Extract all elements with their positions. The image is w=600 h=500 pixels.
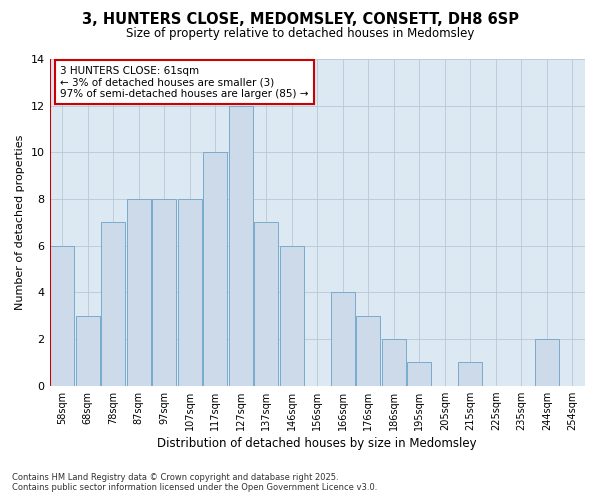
Bar — [407, 362, 431, 386]
Text: 3 HUNTERS CLOSE: 61sqm
← 3% of detached houses are smaller (3)
97% of semi-detac: 3 HUNTERS CLOSE: 61sqm ← 3% of detached … — [60, 66, 309, 98]
Text: Size of property relative to detached houses in Medomsley: Size of property relative to detached ho… — [126, 28, 474, 40]
Bar — [203, 152, 227, 386]
Bar — [458, 362, 482, 386]
Text: 3, HUNTERS CLOSE, MEDOMSLEY, CONSETT, DH8 6SP: 3, HUNTERS CLOSE, MEDOMSLEY, CONSETT, DH… — [82, 12, 518, 28]
Bar — [356, 316, 380, 386]
Bar — [331, 292, 355, 386]
Bar — [152, 199, 176, 386]
Bar — [254, 222, 278, 386]
Bar — [50, 246, 74, 386]
Bar — [280, 246, 304, 386]
Y-axis label: Number of detached properties: Number of detached properties — [15, 134, 25, 310]
Bar — [76, 316, 100, 386]
Text: Contains HM Land Registry data © Crown copyright and database right 2025.
Contai: Contains HM Land Registry data © Crown c… — [12, 473, 377, 492]
Bar — [101, 222, 125, 386]
Bar — [382, 339, 406, 386]
Bar — [127, 199, 151, 386]
X-axis label: Distribution of detached houses by size in Medomsley: Distribution of detached houses by size … — [157, 437, 477, 450]
Bar — [178, 199, 202, 386]
Bar — [229, 106, 253, 386]
Bar — [535, 339, 559, 386]
